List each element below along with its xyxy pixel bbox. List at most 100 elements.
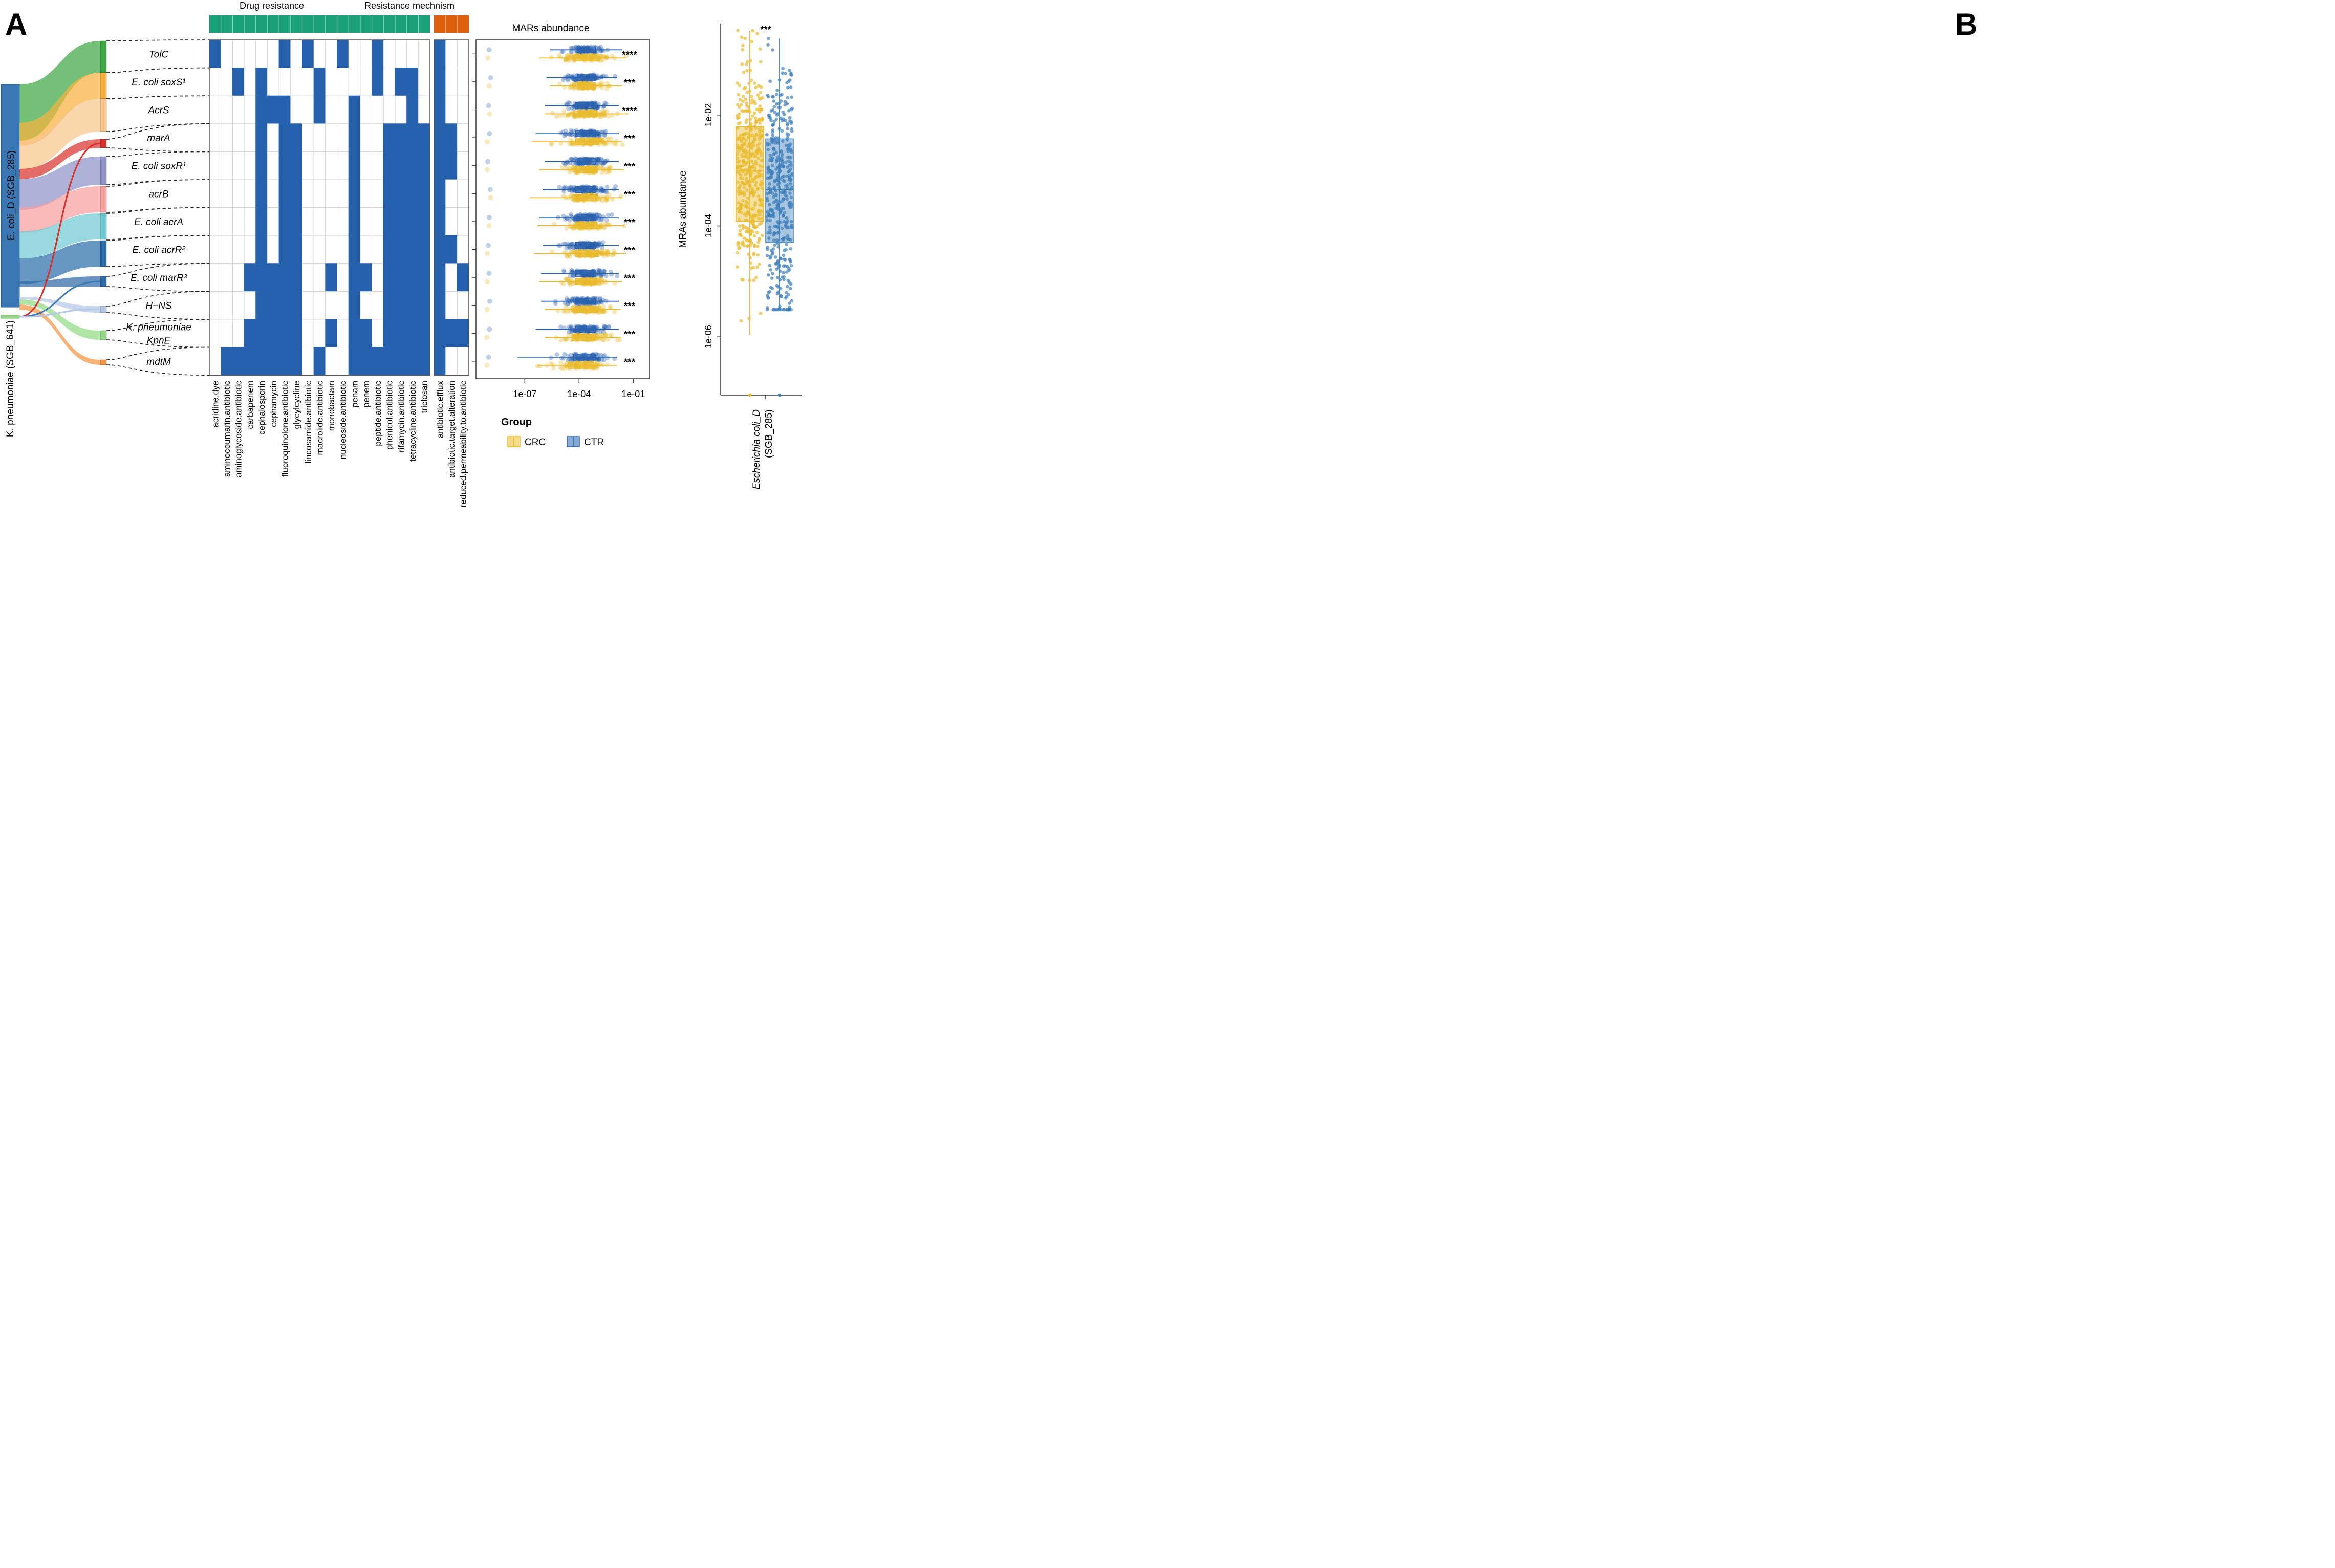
crc-point <box>758 142 762 145</box>
crc-point <box>738 224 742 228</box>
ctr-point <box>776 290 780 294</box>
crc-point <box>756 210 760 214</box>
crc-point <box>744 109 748 113</box>
crc-point <box>610 197 615 202</box>
crc-point <box>743 36 747 40</box>
heatmap-cell <box>209 207 222 236</box>
ctr-point <box>768 79 772 83</box>
y-tick-label: 1e-02 <box>703 103 714 127</box>
crc-point <box>597 332 602 337</box>
ctr-point <box>601 271 607 276</box>
heatmap-cell <box>301 291 314 320</box>
crc-point <box>597 337 602 342</box>
crc-point <box>751 29 754 33</box>
heatmap-cell <box>383 68 396 96</box>
alluvial-flow <box>19 297 100 313</box>
ctr-point <box>597 156 602 161</box>
crc-point <box>750 215 753 219</box>
ctr-point <box>783 258 787 262</box>
y-tick-label: 1e-06 <box>703 325 714 349</box>
crc-point <box>737 122 741 125</box>
ctr-point <box>771 108 775 112</box>
ctr-point <box>604 190 610 195</box>
heatmap-cell <box>244 151 256 180</box>
ctr-point <box>771 95 775 99</box>
crc-point <box>602 278 608 284</box>
legend-label: CRC <box>525 437 546 448</box>
heatmap-cell <box>221 68 233 96</box>
ctr-point <box>603 101 609 106</box>
ctr-point <box>772 151 776 156</box>
heatmap-cell <box>267 319 279 348</box>
ctr-point <box>568 274 573 279</box>
crc-outlier <box>485 55 491 61</box>
ctr-point <box>570 329 575 334</box>
crc-point <box>604 86 609 91</box>
mechanism-cell <box>434 291 446 320</box>
gene-bracket <box>106 312 210 320</box>
heatmap-cell <box>395 207 407 236</box>
ctr-point <box>560 77 566 82</box>
crc-point <box>757 127 761 132</box>
heatmap-cell <box>325 263 338 292</box>
crc-point <box>761 233 764 237</box>
crc-point <box>568 137 573 142</box>
ctr-point <box>596 353 601 358</box>
ctr-point <box>569 269 574 274</box>
ctr-point <box>775 89 779 92</box>
ctr-point <box>566 330 571 335</box>
crc-point <box>741 177 744 180</box>
ctr-point <box>768 225 772 229</box>
ctr-outlier <box>488 75 493 80</box>
crc-point <box>603 142 609 147</box>
mechanism-header: Resistance mechnism <box>364 1 455 11</box>
crc-point <box>558 141 563 146</box>
crc-point <box>612 141 617 146</box>
ctr-point <box>766 247 769 251</box>
mechanism-cell <box>457 207 469 236</box>
crc-point <box>558 365 563 371</box>
heatmap-cell <box>337 39 349 69</box>
mechanism-label: reduced.permeability.to.antibiotic <box>459 381 468 508</box>
gene-node <box>100 276 107 287</box>
crc-point <box>564 363 569 368</box>
crc-point <box>595 361 600 366</box>
crc-point <box>599 137 604 142</box>
crc-box <box>571 334 596 341</box>
gene-node <box>100 139 107 148</box>
mechanism-cell <box>434 123 446 152</box>
crc-point <box>749 95 753 98</box>
ctr-point <box>786 96 790 100</box>
crc-point <box>756 93 760 97</box>
heatmap-cell <box>221 235 233 264</box>
resistance-heatmap: Drug resistance Resistance mechnism acridi… <box>209 1 469 507</box>
ctr-outlier <box>486 214 492 220</box>
crc-point <box>565 253 570 258</box>
gene-label: AcrS <box>147 105 169 116</box>
crc-point <box>751 207 755 211</box>
ctr-point <box>782 253 786 257</box>
crc-point <box>744 229 748 233</box>
crc-point <box>753 203 757 207</box>
crc-point <box>736 251 740 255</box>
ctr-point <box>768 203 772 207</box>
crc-point <box>745 226 748 230</box>
crc-point <box>558 360 564 365</box>
mechanism-cell <box>434 235 446 264</box>
heatmap-cell <box>221 207 233 236</box>
y-axis-label: MRAs abundance <box>678 170 688 248</box>
ctr-point <box>566 241 571 246</box>
heatmap-cell <box>325 151 338 180</box>
ctr-point <box>775 177 780 180</box>
ctr-point <box>781 159 785 163</box>
crc-point <box>603 332 608 337</box>
mechanism-cell <box>445 319 458 348</box>
ecoli-species-label: E. coli_D (SGB_285) <box>6 150 17 241</box>
heatmap-cell <box>232 179 245 208</box>
ctr-point <box>568 299 573 304</box>
crc-point <box>754 176 758 179</box>
mechanism-cell <box>457 319 469 348</box>
crc-point <box>752 190 756 194</box>
crc-point <box>567 142 572 147</box>
